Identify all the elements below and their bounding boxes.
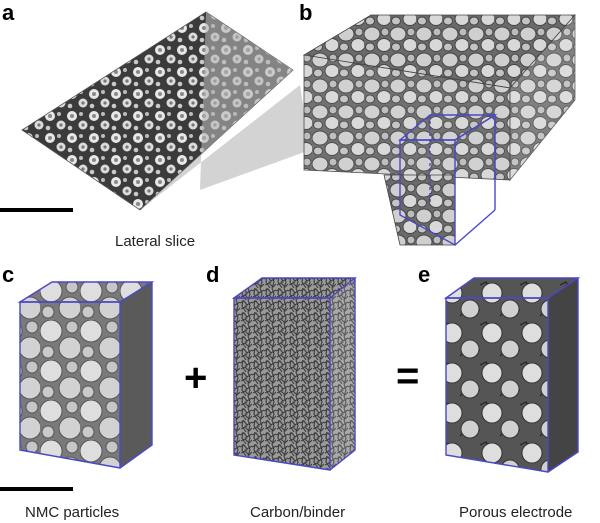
carbon-binder-volume (231, 277, 357, 471)
caption-nmc-particles: NMC particles (25, 504, 120, 521)
panel-label-e: e (418, 262, 431, 287)
slice-projection (140, 12, 310, 210)
electrode-volume-extension (383, 174, 456, 246)
panel-label-c: c (2, 262, 15, 287)
scale-bar (0, 487, 73, 491)
panel-label-d: d (206, 262, 220, 287)
subvolume-bounding-box (398, 114, 498, 247)
caption-carbon-binder: Carbon/binder (250, 504, 346, 521)
nmc-particles-volume (17, 281, 155, 469)
caption-porous-electrode: Porous electrode (459, 504, 573, 521)
equals-operator: = (396, 354, 420, 398)
scale-bar (0, 208, 73, 212)
panel-label-a: a (2, 0, 15, 25)
lateral-slice-image (21, 11, 294, 211)
porous-electrode-volume (443, 277, 581, 473)
electrode-volume-side (509, 13, 576, 182)
caption-lateral-slice: Lateral slice (115, 233, 196, 250)
panel-label-b: b (299, 0, 313, 25)
plus-operator: + (184, 356, 208, 400)
